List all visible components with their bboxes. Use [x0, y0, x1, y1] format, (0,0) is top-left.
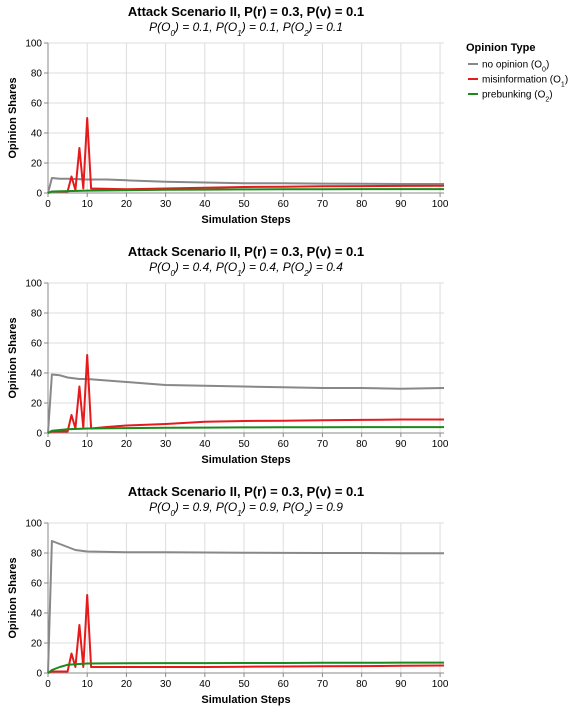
y-tick-label: 0 [36, 429, 42, 440]
x-tick-label: 60 [278, 439, 290, 450]
x-tick-label: 40 [199, 679, 211, 690]
legend-label-o2: prebunking (O2) [482, 90, 553, 104]
series-line-o1 [47, 117, 445, 194]
chart-panel-2: Attack Scenario II, P(r) = 0.3, P(v) = 0… [7, 244, 449, 466]
y-tick-label: 20 [31, 639, 43, 650]
chart-subtitle: P(O0) = 0.4, P(O1) = 0.4, P(O2) = 0.4 [149, 260, 343, 278]
x-tick-label: 0 [45, 679, 51, 690]
x-axis-title: Simulation Steps [201, 694, 290, 706]
legend-title: Opinion Type [466, 42, 535, 54]
x-tick-label: 80 [356, 439, 368, 450]
x-tick-label: 50 [238, 439, 250, 450]
x-tick-label: 90 [395, 199, 407, 210]
y-tick-label: 100 [25, 519, 42, 530]
x-tick-label: 40 [199, 199, 211, 210]
series-line-o0 [47, 177, 444, 194]
series-line-o1 [47, 594, 445, 674]
x-tick-label: 100 [432, 199, 449, 210]
x-tick-label: 30 [160, 679, 172, 690]
y-tick-label: 100 [25, 279, 42, 290]
y-tick-label: 100 [25, 39, 42, 50]
y-tick-label: 80 [31, 309, 43, 320]
legend-label-o1: misinformation (O1) [482, 75, 568, 89]
y-tick-label: 40 [31, 609, 43, 620]
y-axis-title: Opinion Shares [7, 77, 19, 158]
chart-subtitle: P(O0) = 0.9, P(O1) = 0.9, P(O2) = 0.9 [149, 500, 343, 518]
x-tick-label: 70 [317, 679, 329, 690]
chart-subtitle: P(O0) = 0.1, P(O1) = 0.1, P(O2) = 0.1 [149, 20, 343, 38]
chart-title: Attack Scenario II, P(r) = 0.3, P(v) = 0… [128, 244, 364, 259]
y-tick-label: 80 [31, 549, 43, 560]
x-tick-label: 20 [121, 439, 133, 450]
y-tick-label: 60 [31, 339, 43, 350]
chart-panel-1: Attack Scenario II, P(r) = 0.3, P(v) = 0… [7, 4, 449, 226]
x-tick-label: 40 [199, 439, 211, 450]
legend-label-o0: no opinion (O0) [482, 60, 549, 74]
x-tick-label: 80 [356, 199, 368, 210]
y-tick-label: 20 [31, 159, 43, 170]
series-line-o2 [47, 426, 444, 434]
series-line-o2 [47, 661, 444, 674]
legend: Opinion Type no opinion (O0)misinformatio… [466, 42, 568, 103]
x-tick-label: 0 [45, 199, 51, 210]
x-tick-label: 20 [121, 679, 133, 690]
series-line-o0 [47, 540, 444, 674]
y-axis-title: Opinion Shares [7, 557, 19, 638]
x-tick-label: 60 [278, 679, 290, 690]
x-tick-label: 60 [278, 199, 290, 210]
chart-panel-3: Attack Scenario II, P(r) = 0.3, P(v) = 0… [7, 484, 449, 706]
series-line-o0 [47, 373, 445, 434]
series-line-o1 [47, 354, 444, 434]
x-tick-label: 100 [432, 679, 449, 690]
x-tick-label: 50 [238, 679, 250, 690]
x-tick-label: 80 [356, 679, 368, 690]
x-axis-title: Simulation Steps [201, 214, 290, 226]
chart-title: Attack Scenario II, P(r) = 0.3, P(v) = 0… [128, 484, 364, 499]
x-tick-label: 90 [395, 439, 407, 450]
x-tick-label: 0 [45, 439, 51, 450]
series-line-o2 [47, 188, 444, 194]
y-tick-label: 60 [31, 99, 43, 110]
x-tick-label: 30 [160, 439, 172, 450]
y-tick-label: 20 [31, 399, 43, 410]
x-tick-label: 10 [82, 679, 94, 690]
x-tick-label: 30 [160, 199, 172, 210]
x-tick-label: 100 [432, 439, 449, 450]
x-axis-title: Simulation Steps [201, 454, 290, 466]
y-tick-label: 40 [31, 369, 43, 380]
x-tick-label: 10 [82, 439, 94, 450]
x-tick-label: 70 [317, 199, 329, 210]
chart-title: Attack Scenario II, P(r) = 0.3, P(v) = 0… [128, 4, 364, 19]
x-tick-label: 10 [82, 199, 94, 210]
y-tick-label: 0 [36, 669, 42, 680]
x-tick-label: 70 [317, 439, 329, 450]
y-tick-label: 80 [31, 69, 43, 80]
y-tick-label: 0 [36, 189, 42, 200]
y-tick-label: 40 [31, 129, 43, 140]
y-tick-label: 60 [31, 579, 43, 590]
x-tick-label: 20 [121, 199, 133, 210]
y-axis-title: Opinion Shares [7, 317, 19, 398]
x-tick-label: 90 [395, 679, 407, 690]
x-tick-label: 50 [238, 199, 250, 210]
